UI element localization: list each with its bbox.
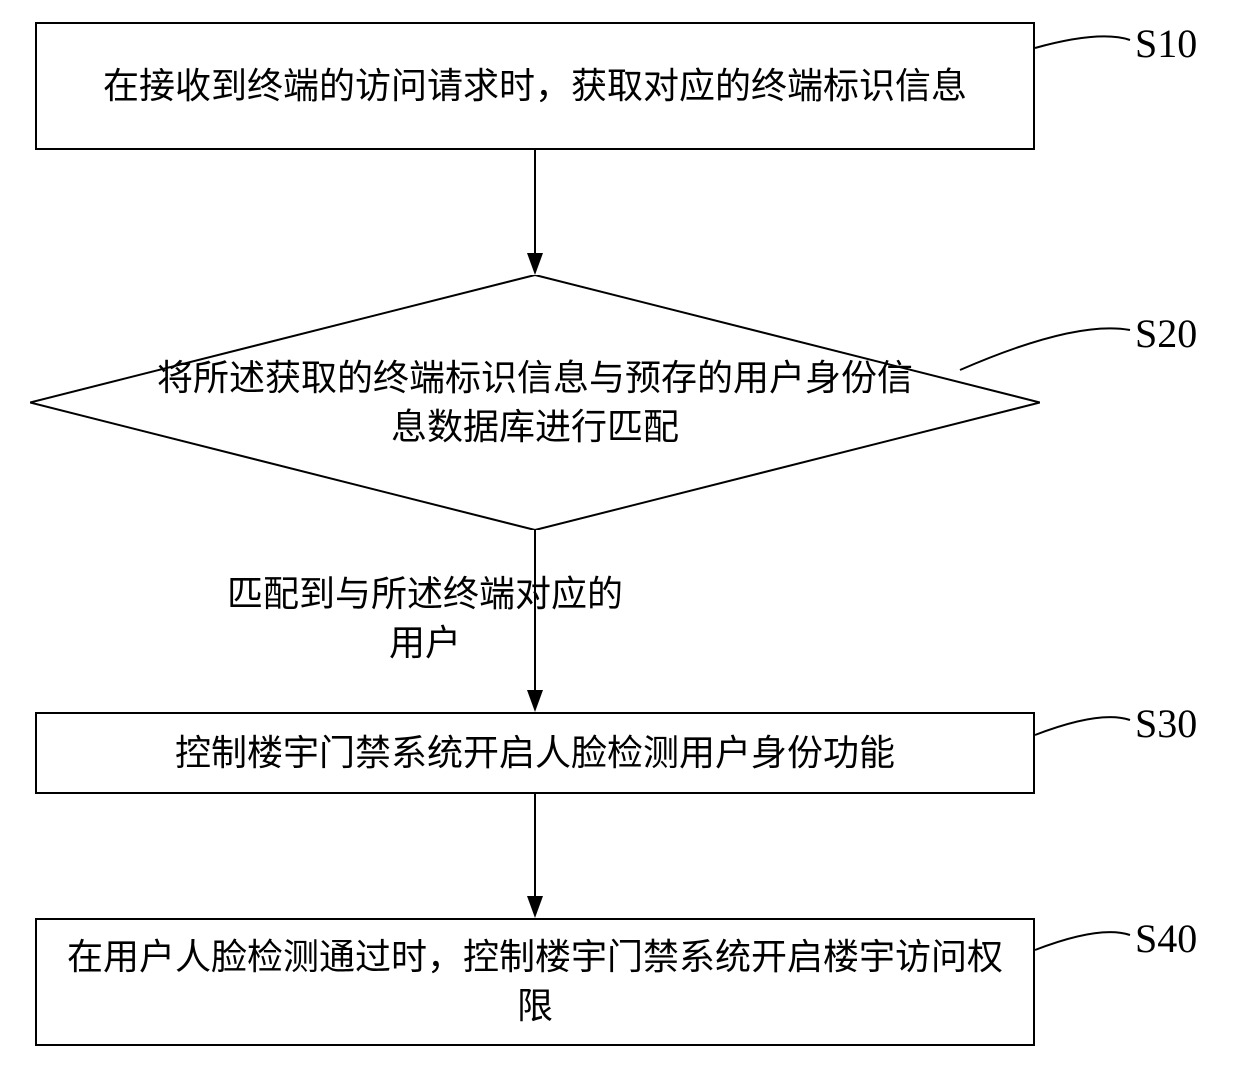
callout-s40 <box>0 0 1240 1085</box>
step-label-s40: S40 <box>1135 915 1197 962</box>
flowchart-container: 在接收到终端的访问请求时，获取对应的终端标识信息 S10 将所述获取的终端标识信… <box>0 0 1240 1085</box>
